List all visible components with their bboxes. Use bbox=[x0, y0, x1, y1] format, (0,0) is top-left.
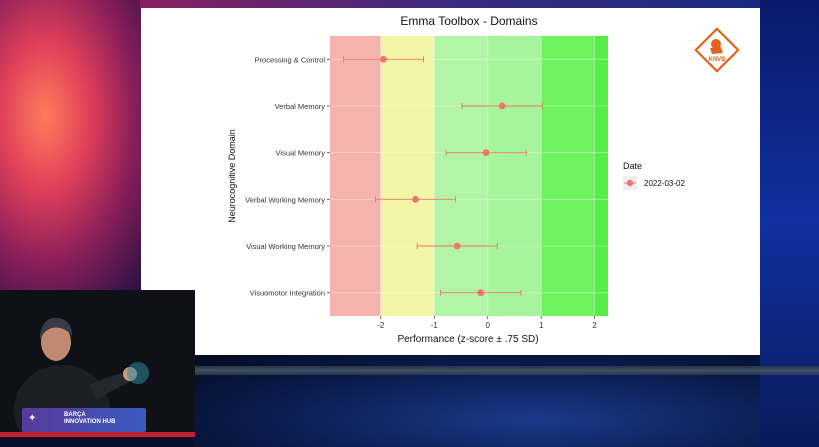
stage-sign-text: BARÇA INNOVATION HUB bbox=[64, 412, 115, 426]
y-axis-label: Neurocognitive Domain bbox=[227, 129, 237, 223]
band-4 bbox=[541, 36, 595, 316]
background-stage-graphic bbox=[0, 0, 150, 290]
speaker-head bbox=[41, 323, 71, 361]
legend-entry: 2022-03-02 bbox=[644, 179, 685, 188]
knvb-lion-body bbox=[710, 47, 723, 54]
y-tick-label-3: Verbal Working Memory bbox=[245, 195, 325, 204]
x-tick-label-0: -2 bbox=[377, 321, 385, 330]
stage-sign: ✦ BARÇA INNOVATION HUB bbox=[22, 408, 146, 432]
band-5 bbox=[594, 36, 608, 316]
data-point-0 bbox=[380, 55, 387, 63]
data-point-1 bbox=[498, 102, 506, 110]
presentation-slide: Processing & Control Verbal Memory Visual … bbox=[141, 8, 760, 355]
y-tick-label-4: Visual Working Memory bbox=[246, 242, 325, 251]
stage-sign-line2: INNOVATION HUB bbox=[64, 419, 116, 425]
data-point-5 bbox=[477, 289, 485, 297]
background-right-panel bbox=[760, 0, 819, 447]
data-points bbox=[380, 55, 506, 297]
x-axis-label: Performance (z-score ± .75 SD) bbox=[397, 334, 538, 345]
y-tick-label-1: Verbal Memory bbox=[275, 102, 326, 111]
x-tick-label-3: 1 bbox=[539, 321, 544, 330]
x-tick-label-4: 2 bbox=[592, 321, 597, 330]
legend: Date 2022-03-02 bbox=[623, 161, 685, 190]
x-tick-label-2: 0 bbox=[485, 321, 490, 330]
background-top-strip bbox=[140, 0, 760, 8]
domains-chart: Processing & Control Verbal Memory Visual … bbox=[227, 14, 740, 345]
knvb-logo-text: KNVB bbox=[708, 57, 726, 63]
data-point-3 bbox=[412, 195, 419, 203]
video-overlay-bar bbox=[0, 366, 819, 375]
y-tick-label-5: Visuomotor Integration bbox=[250, 289, 325, 298]
band-1 bbox=[380, 36, 435, 316]
stage-sign-line1: BARÇA bbox=[64, 412, 86, 418]
speaker-arm bbox=[90, 372, 130, 400]
band-0 bbox=[330, 36, 381, 316]
stage-red-strip bbox=[0, 432, 195, 437]
speaker-video-inset: ✦ BARÇA INNOVATION HUB bbox=[0, 290, 195, 437]
y-tick-label-0: Processing & Control bbox=[255, 55, 326, 64]
band-3 bbox=[487, 36, 542, 316]
knvb-lion-head bbox=[711, 39, 721, 49]
knvb-logo: KNVB bbox=[694, 27, 740, 73]
y-tick-labels: Processing & Control Verbal Memory Visual … bbox=[245, 55, 330, 298]
legend-key-marker bbox=[626, 179, 634, 187]
legend-title: Date bbox=[623, 161, 642, 171]
performance-bands bbox=[330, 36, 608, 316]
stage-logo-icon: ✦ bbox=[28, 413, 37, 424]
speaker-hair bbox=[40, 317, 72, 340]
data-point-4 bbox=[453, 242, 461, 250]
x-tick-label-1: -1 bbox=[431, 321, 439, 330]
y-tick-label-2: Visual Memory bbox=[276, 149, 326, 158]
speaker-clicker-light bbox=[127, 362, 149, 384]
band-2 bbox=[434, 36, 488, 316]
chart-title: Emma Toolbox - Domains bbox=[400, 14, 537, 28]
data-point-2 bbox=[482, 149, 490, 157]
x-tick-labels: -2 -1 0 1 2 bbox=[377, 316, 597, 330]
